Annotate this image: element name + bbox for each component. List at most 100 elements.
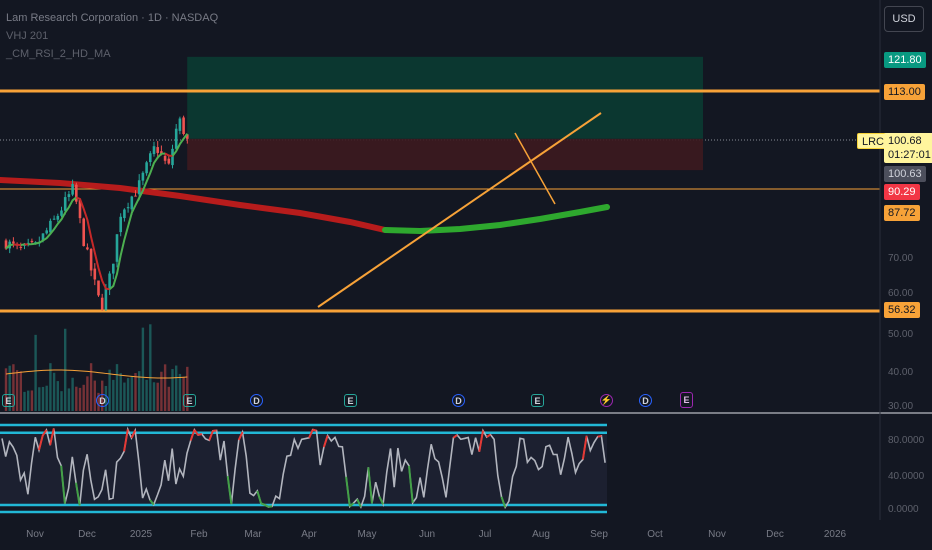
candle-body bbox=[97, 280, 100, 296]
short-ma-line bbox=[13, 243, 21, 247]
currency-selector[interactable]: USD bbox=[884, 6, 924, 32]
candle-body bbox=[186, 134, 189, 139]
candle-body bbox=[56, 215, 60, 220]
volume-ma-line bbox=[5, 369, 188, 379]
oscillator-oversold-segment bbox=[378, 496, 385, 505]
resistance-price-tag: 113.00 bbox=[884, 84, 925, 100]
volume-bar bbox=[89, 363, 93, 411]
candle-body bbox=[41, 233, 45, 241]
volume-bar bbox=[12, 364, 15, 411]
volume-bar bbox=[130, 375, 133, 411]
oscillator-overbought-segment bbox=[312, 428, 317, 432]
oscillator-overbought-segment bbox=[308, 429, 314, 439]
volume-bar bbox=[15, 370, 19, 411]
oscillator-oversold-segment bbox=[256, 490, 262, 504]
dividend-event-icon[interactable]: D bbox=[639, 394, 652, 407]
long-ma-bullish bbox=[382, 204, 610, 235]
oscillator-overbought-segment bbox=[452, 434, 458, 439]
candle-body bbox=[167, 158, 171, 164]
volume-bar bbox=[86, 376, 89, 411]
earnings-event-icon[interactable]: E bbox=[183, 394, 196, 407]
volume-bar bbox=[175, 365, 178, 411]
oscillator-overbought-segment bbox=[41, 429, 48, 437]
oscillator-overbought-segment bbox=[581, 435, 588, 460]
indicator-legend-2: _CM_RSI_2_HD_MA bbox=[6, 48, 111, 60]
time-axis-label: Dec bbox=[766, 529, 784, 540]
candle-body bbox=[30, 240, 34, 243]
candle-body bbox=[19, 246, 23, 248]
volume-axis-label: 30.00 bbox=[888, 401, 914, 412]
candle-body bbox=[178, 118, 182, 131]
oscillator-oversold-segment bbox=[226, 475, 233, 505]
candle-body bbox=[67, 194, 71, 197]
price-axis-label: 60.00 bbox=[888, 288, 914, 299]
volume-bar bbox=[152, 382, 156, 411]
earnings-event-icon[interactable]: E bbox=[531, 394, 544, 407]
oscillator-oversold-segment bbox=[500, 496, 507, 508]
candle-body bbox=[119, 216, 122, 233]
candle-body bbox=[163, 155, 167, 161]
volume-bar bbox=[27, 390, 30, 411]
oscillator-oversold-segment bbox=[408, 465, 414, 503]
oscillator-oversold-segment bbox=[356, 498, 362, 508]
oscillator-overbought-segment bbox=[123, 429, 129, 452]
volume-bar bbox=[52, 372, 56, 411]
oscillator-axis-label: 40.0000 bbox=[888, 471, 925, 482]
time-axis-label: 2025 bbox=[129, 529, 153, 540]
time-axis-label: Apr bbox=[301, 529, 317, 540]
volume-bar bbox=[115, 364, 119, 411]
oscillator-axis-label: 0.0000 bbox=[888, 504, 919, 515]
short-ma-line bbox=[28, 196, 77, 246]
candle-body bbox=[45, 230, 48, 234]
volume-bar bbox=[19, 371, 22, 411]
volume-axis-label: 40.00 bbox=[888, 367, 914, 378]
candle-body bbox=[63, 197, 67, 211]
volume-bar bbox=[123, 382, 126, 411]
upcoming-earnings-icon[interactable]: E bbox=[680, 392, 693, 408]
volume-bar bbox=[178, 373, 182, 411]
volume-bar bbox=[112, 379, 115, 411]
volume-bar bbox=[41, 386, 45, 411]
indicator-legend-1: VHJ 201 bbox=[6, 30, 49, 42]
earnings-event-icon[interactable]: E bbox=[2, 394, 15, 407]
target-price-tag: 121.80 bbox=[884, 52, 926, 68]
time-axis-label: Jul bbox=[478, 529, 492, 540]
volume-bar bbox=[30, 390, 34, 411]
dividend-event-icon[interactable]: D bbox=[96, 394, 109, 407]
oscillator-overbought-segment bbox=[237, 431, 244, 441]
candle-body bbox=[49, 220, 52, 233]
earnings-event-icon[interactable]: E bbox=[344, 394, 357, 407]
time-axis-label: 2026 bbox=[823, 529, 847, 540]
candle-body bbox=[156, 147, 159, 153]
candle-body bbox=[126, 207, 130, 209]
stop-price-tag: 90.29 bbox=[884, 184, 920, 200]
volume-bar bbox=[138, 371, 141, 411]
volume-bar bbox=[38, 387, 41, 411]
candle-body bbox=[149, 153, 152, 163]
time-axis-label: Feb bbox=[190, 529, 208, 540]
long-ma-bearish bbox=[0, 177, 388, 233]
volume-bar bbox=[134, 373, 137, 411]
oscillator-overbought-segment bbox=[597, 434, 602, 438]
candle-body bbox=[86, 247, 89, 250]
time-axis-label: May bbox=[357, 529, 377, 540]
volume-bar bbox=[45, 385, 48, 411]
volume-bar bbox=[156, 382, 159, 411]
candle-body bbox=[174, 128, 178, 149]
time-axis-label: Oct bbox=[647, 529, 663, 540]
oscillator-overbought-segment bbox=[478, 430, 484, 452]
dividend-event-icon[interactable]: D bbox=[452, 394, 465, 407]
oscillator-band-fill bbox=[0, 432, 607, 505]
volume-bar bbox=[119, 373, 122, 411]
candle-body bbox=[75, 184, 78, 202]
split-event-icon[interactable]: ⚡ bbox=[600, 394, 613, 407]
candle-body bbox=[82, 218, 85, 247]
dividend-event-icon[interactable]: D bbox=[250, 394, 263, 407]
candle-body bbox=[60, 210, 63, 216]
loss-zone bbox=[187, 138, 703, 171]
symbol-title: Lam Research Corporation · 1D · NASDAQ bbox=[6, 12, 219, 24]
time-axis-label: Dec bbox=[78, 529, 96, 540]
time-axis-label: Sep bbox=[590, 529, 608, 540]
candle-body bbox=[134, 195, 137, 197]
